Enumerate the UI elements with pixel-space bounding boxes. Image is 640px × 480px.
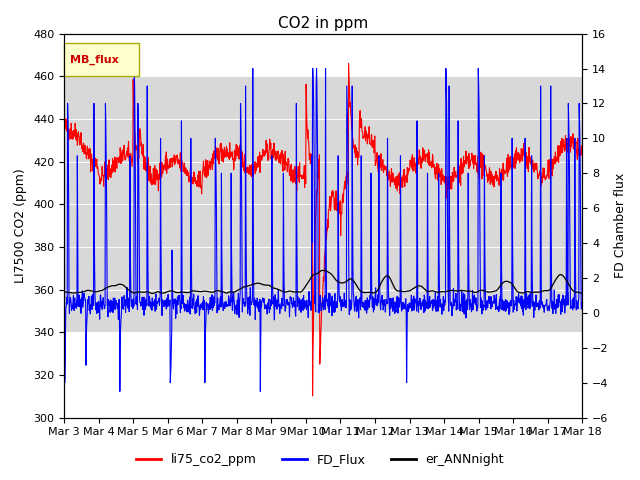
Bar: [64, 76, 582, 332]
Legend: li75_co2_ppm, FD_Flux, er_ANNnight: li75_co2_ppm, FD_Flux, er_ANNnight: [131, 448, 509, 471]
Text: MB_flux: MB_flux: [70, 55, 119, 65]
Y-axis label: LI7500 CO2 (ppm): LI7500 CO2 (ppm): [15, 168, 28, 283]
FancyBboxPatch shape: [64, 43, 139, 76]
Title: CO2 in ppm: CO2 in ppm: [278, 16, 369, 31]
Y-axis label: FD Chamber flux: FD Chamber flux: [614, 173, 627, 278]
